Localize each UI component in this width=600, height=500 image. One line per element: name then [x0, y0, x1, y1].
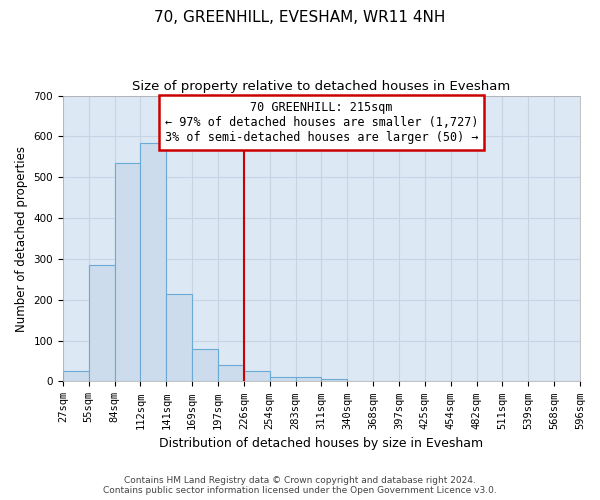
Y-axis label: Number of detached properties: Number of detached properties [15, 146, 28, 332]
Text: Contains HM Land Registry data © Crown copyright and database right 2024.
Contai: Contains HM Land Registry data © Crown c… [103, 476, 497, 495]
Bar [296, 378, 322, 382]
Bar [322, 380, 347, 382]
Bar [244, 371, 270, 382]
Bar [115, 163, 140, 382]
Text: 70 GREENHILL: 215sqm
← 97% of detached houses are smaller (1,727)
3% of semi-det: 70 GREENHILL: 215sqm ← 97% of detached h… [165, 102, 478, 144]
Bar [218, 365, 244, 382]
Bar [270, 378, 296, 382]
Bar [89, 265, 115, 382]
Bar [166, 294, 192, 382]
Bar [140, 142, 166, 382]
Bar [63, 371, 89, 382]
Title: Size of property relative to detached houses in Evesham: Size of property relative to detached ho… [133, 80, 511, 93]
X-axis label: Distribution of detached houses by size in Evesham: Distribution of detached houses by size … [160, 437, 484, 450]
Bar [192, 349, 218, 382]
Text: 70, GREENHILL, EVESHAM, WR11 4NH: 70, GREENHILL, EVESHAM, WR11 4NH [154, 10, 446, 25]
